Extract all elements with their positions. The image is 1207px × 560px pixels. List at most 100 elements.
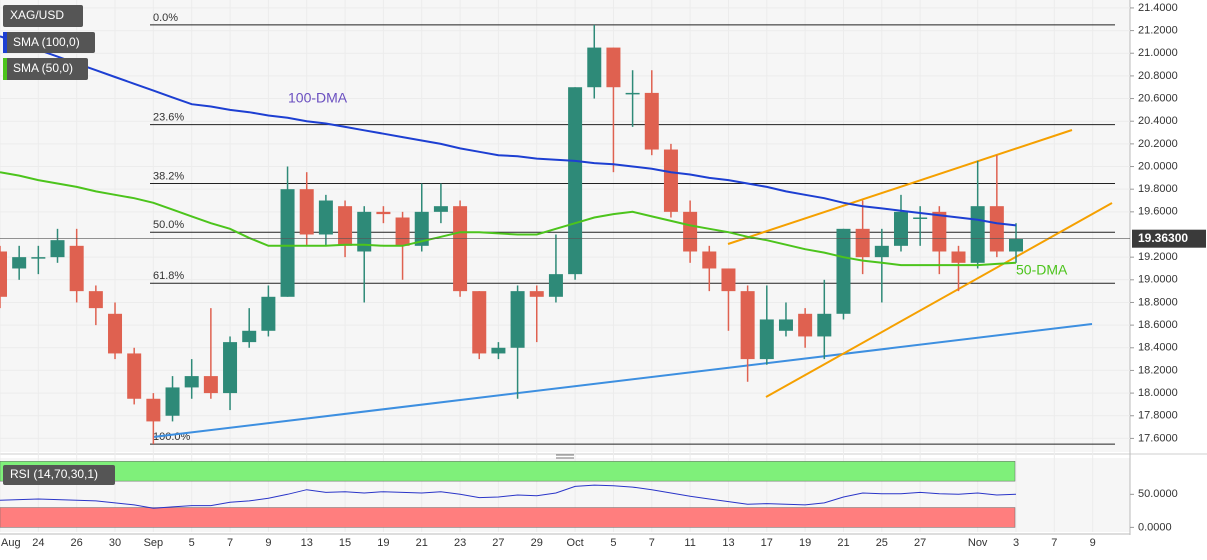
- x-tick-label: 21: [837, 537, 849, 549]
- candle-body: [606, 47, 621, 88]
- candle-body: [778, 319, 793, 331]
- legend-symbol[interactable]: XAG/USD: [10, 8, 64, 22]
- candle-body: [836, 228, 851, 314]
- legend-box[interactable]: [3, 465, 115, 485]
- candle-body: [951, 251, 966, 263]
- candle-body: [88, 291, 103, 309]
- candle-body: [989, 206, 1004, 252]
- sma-line: [0, 171, 1017, 267]
- x-tick-label: Nov: [968, 537, 988, 549]
- x-tick-label: 26: [71, 537, 83, 549]
- candle-body: [548, 274, 563, 297]
- oversold-band: [0, 507, 1016, 528]
- y-tick-label: 18.4000: [1138, 342, 1178, 354]
- y-tick-label: 20.6000: [1138, 92, 1178, 104]
- candle-body: [855, 228, 870, 258]
- candle-body: [50, 240, 65, 258]
- y-tick-label: 17.8000: [1138, 410, 1178, 422]
- x-tick-label: 19: [799, 537, 811, 549]
- x-tick-label: 7: [227, 537, 233, 549]
- support-trendline: [152, 323, 1093, 438]
- candle-body: [759, 319, 774, 360]
- candle-body: [261, 296, 276, 331]
- candle-body: [318, 200, 333, 235]
- candle-body: [817, 313, 832, 337]
- annotation: 50-DMA: [1016, 262, 1068, 278]
- candle-body: [127, 353, 142, 399]
- x-tick-label: 5: [610, 537, 616, 549]
- candle-body: [913, 217, 928, 220]
- x-tick-label: 11: [684, 537, 695, 549]
- candle-body: [491, 347, 506, 354]
- y-tick-label: 21.4000: [1138, 2, 1178, 14]
- fib-label: 50.0%: [153, 219, 184, 231]
- candle-body: [108, 313, 123, 354]
- candle-body: [338, 206, 353, 246]
- legend-swatch: [3, 58, 7, 80]
- y-tick-label: 18.6000: [1138, 319, 1178, 331]
- candle-body: [568, 87, 583, 275]
- x-tick-label: 9: [1090, 537, 1096, 549]
- candle-body: [223, 342, 238, 394]
- candle-body: [893, 211, 908, 246]
- candle-body: [702, 251, 717, 269]
- rsi-tick-label: 0.0000: [1138, 521, 1172, 533]
- y-tick-label: 21.0000: [1138, 47, 1178, 59]
- last-price-label: 19.36300: [1138, 231, 1188, 245]
- candle-body: [644, 92, 659, 150]
- candle-body: [932, 211, 947, 252]
- candle-body: [242, 330, 257, 343]
- y-tick-label: 20.4000: [1138, 115, 1178, 127]
- legend-box[interactable]: [3, 5, 83, 27]
- y-tick-label: 19.8000: [1138, 183, 1178, 195]
- candle-body: [587, 47, 602, 88]
- x-tick-label: 23: [454, 537, 466, 549]
- candle-body: [453, 206, 468, 292]
- legend-label[interactable]: SMA (50,0): [13, 61, 73, 75]
- candle-body: [874, 245, 889, 258]
- x-tick-label: 13: [722, 537, 734, 549]
- x-tick-label: Sep: [144, 537, 164, 549]
- y-tick-label: 20.0000: [1138, 160, 1178, 172]
- y-tick-label: 18.0000: [1138, 387, 1178, 399]
- y-tick-label: 20.2000: [1138, 138, 1178, 150]
- candle-body: [184, 376, 199, 388]
- candle-body: [683, 211, 698, 252]
- x-tick-label: 15: [339, 537, 351, 549]
- x-tick-label: 7: [649, 537, 655, 549]
- candle-body: [529, 291, 544, 297]
- x-tick-label: Aug: [1, 537, 21, 549]
- legend-label[interactable]: SMA (100,0): [13, 35, 80, 49]
- candle-body: [357, 211, 372, 252]
- candle-body: [1009, 238, 1024, 252]
- x-tick-label: 27: [914, 537, 926, 549]
- legend-box[interactable]: [3, 32, 95, 53]
- candle-body: [203, 376, 218, 394]
- legend-box[interactable]: [3, 58, 88, 80]
- legend-label[interactable]: RSI (14,70,30,1): [10, 467, 98, 481]
- x-tick-label: 13: [301, 537, 313, 549]
- x-tick-label: 19: [377, 537, 389, 549]
- y-tick-label: 18.8000: [1138, 296, 1178, 308]
- x-tick-label: 17: [761, 537, 773, 549]
- x-tick-label: 25: [876, 537, 888, 549]
- y-tick-label: 17.6000: [1138, 432, 1178, 444]
- y-tick-label: 19.0000: [1138, 274, 1178, 286]
- candle-body: [740, 291, 755, 360]
- channel-upper: [727, 129, 1073, 245]
- candle-body: [69, 245, 84, 292]
- x-tick-label: 29: [531, 537, 543, 549]
- x-tick-label: 5: [189, 537, 195, 549]
- candle-body: [625, 92, 640, 95]
- candle-body: [721, 268, 736, 292]
- y-tick-label: 21.2000: [1138, 24, 1178, 36]
- annotation: 100-DMA: [288, 90, 348, 106]
- candle-body: [663, 149, 678, 212]
- candle-body: [395, 217, 410, 246]
- channel-lower: [765, 202, 1113, 398]
- rsi-tick-label: 50.0000: [1138, 488, 1178, 500]
- y-tick-label: 20.8000: [1138, 70, 1178, 82]
- candle-body: [0, 251, 7, 297]
- candle-body: [970, 206, 985, 263]
